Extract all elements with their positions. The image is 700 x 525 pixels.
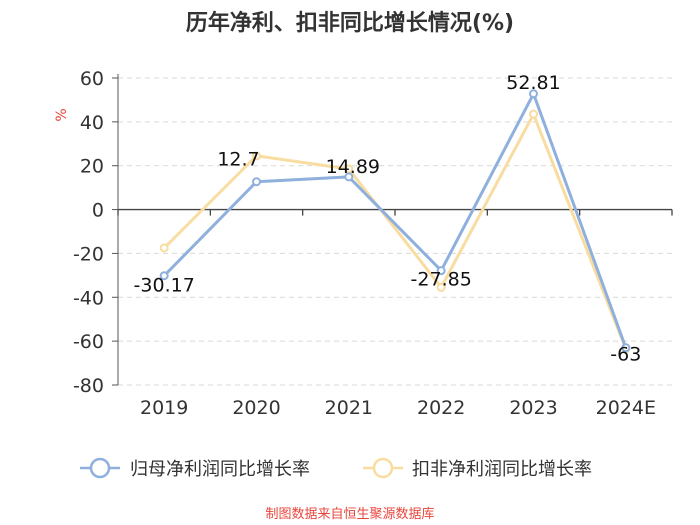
y-axis-ticks: 60 40 20 0 -20 -40 -60 -80 <box>73 68 119 397</box>
data-point-0 <box>621 343 631 353</box>
y-axis-label: % <box>54 108 70 121</box>
legend-item-deducted-profit[interactable]: 扣非净利润同比增长率 <box>363 457 592 480</box>
legend: 归母净利润同比增长率 扣非净利润同比增长率 <box>80 457 592 480</box>
x-tick-label: 2019 <box>140 397 188 419</box>
legend-label-deducted-profit: 扣非净利润同比增长率 <box>412 459 592 480</box>
data-label: -63 <box>610 344 641 366</box>
y-tick-label: -20 <box>73 243 104 265</box>
x-axis: 2019 2020 2021 2022 2023 2024E <box>117 208 673 419</box>
legend-marker-deducted-profit <box>372 457 394 479</box>
data-point-1 <box>529 109 538 119</box>
data-label: 12.7 <box>217 149 259 171</box>
series-points <box>159 89 631 354</box>
data-labels: -30.17 12.7 14.89 -27.85 52.81 -63 <box>134 72 642 366</box>
legend-marker-net-profit <box>89 457 111 479</box>
x-tick-label: 2022 <box>417 397 465 419</box>
data-label: 52.81 <box>506 72 560 94</box>
legend-label-net-profit: 归母净利润同比增长率 <box>130 459 310 480</box>
y-tick-label: -60 <box>73 331 104 353</box>
source-note: 制图数据来自恒生聚源数据库 <box>265 506 434 522</box>
data-point-1 <box>252 151 261 161</box>
y-tick-label: 0 <box>92 200 104 222</box>
y-tick-label: 60 <box>80 68 104 90</box>
series-lines <box>163 92 628 350</box>
series-line-0 <box>163 92 628 349</box>
series-line-1 <box>163 112 628 350</box>
x-tick-label: 2023 <box>509 397 557 419</box>
gridlines <box>118 77 672 386</box>
data-point-1 <box>436 282 446 292</box>
data-point-1 <box>159 243 169 253</box>
x-tick-label: 2024E <box>596 397 656 419</box>
data-point-0 <box>252 177 261 187</box>
data-point-0 <box>529 89 538 99</box>
data-point-0 <box>436 266 446 276</box>
y-tick-label: -80 <box>73 375 104 397</box>
data-label: -27.85 <box>411 269 472 291</box>
legend-item-net-profit[interactable]: 归母净利润同比增长率 <box>80 457 310 480</box>
y-tick-label: -40 <box>73 287 104 309</box>
data-point-0 <box>159 271 169 281</box>
x-tick-label: 2020 <box>232 397 280 419</box>
data-label: 14.89 <box>326 156 380 178</box>
x-tick-label: 2021 <box>325 397 373 419</box>
y-tick-label: 20 <box>80 156 104 178</box>
y-tick-label: 40 <box>80 112 104 134</box>
chart-title: 历年净利、扣非同比增长情况(%) <box>186 10 514 36</box>
data-label: -30.17 <box>134 275 195 297</box>
data-point-0 <box>344 172 354 182</box>
